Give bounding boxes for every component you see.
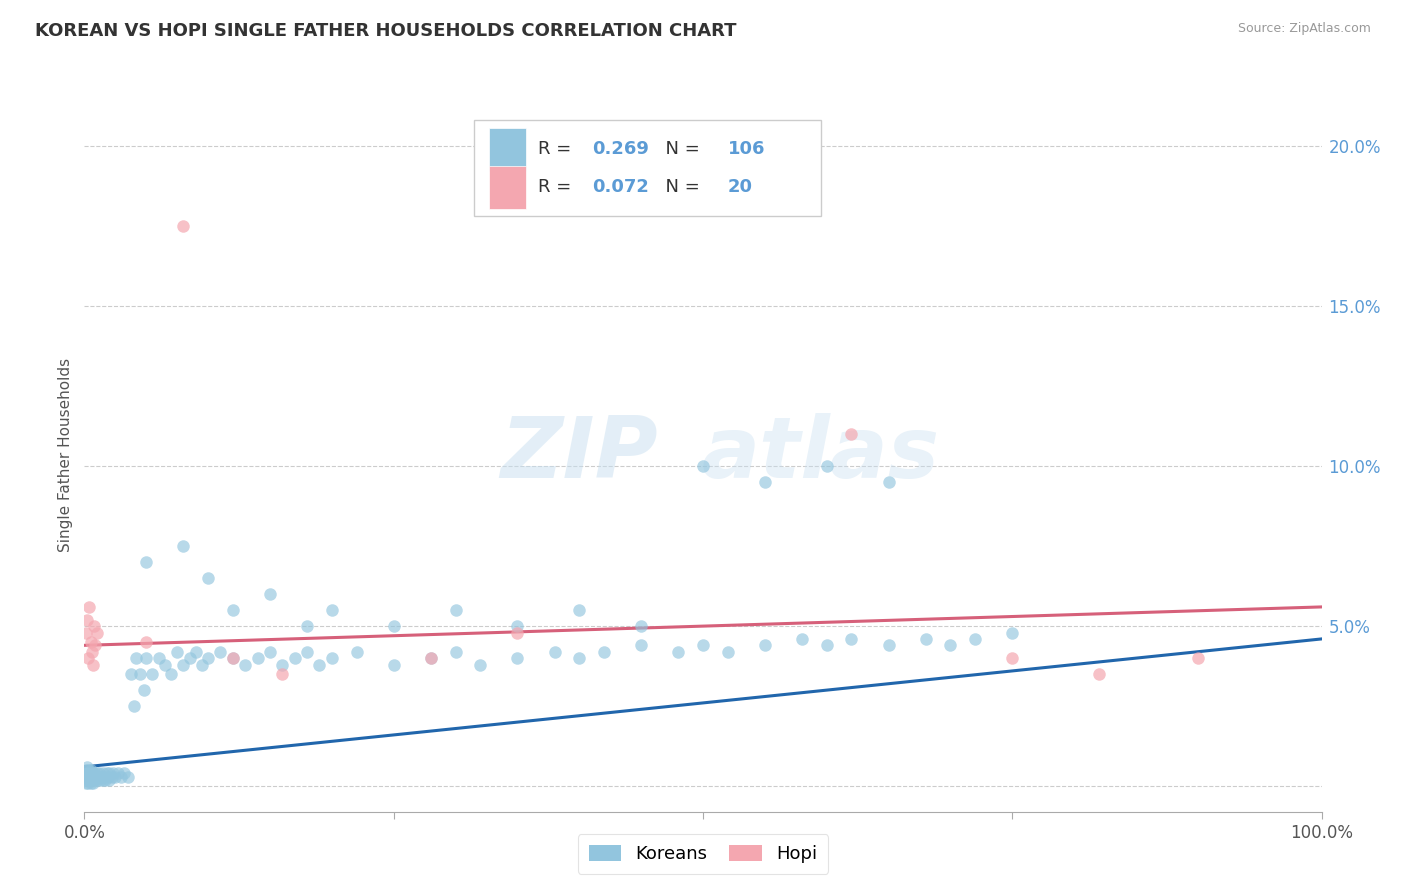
Text: N =: N = [654, 141, 704, 159]
Text: ZIP: ZIP [501, 413, 658, 497]
FancyBboxPatch shape [489, 128, 526, 171]
Text: 106: 106 [728, 141, 765, 159]
FancyBboxPatch shape [489, 166, 526, 209]
Y-axis label: Single Father Households: Single Father Households [58, 358, 73, 552]
Text: 0.269: 0.269 [592, 141, 648, 159]
Text: Source: ZipAtlas.com: Source: ZipAtlas.com [1237, 22, 1371, 36]
Text: KOREAN VS HOPI SINGLE FATHER HOUSEHOLDS CORRELATION CHART: KOREAN VS HOPI SINGLE FATHER HOUSEHOLDS … [35, 22, 737, 40]
FancyBboxPatch shape [474, 120, 821, 216]
Text: N =: N = [654, 178, 704, 196]
Text: R =: R = [538, 141, 578, 159]
Legend: Koreans, Hopi: Koreans, Hopi [578, 834, 828, 874]
Text: 0.072: 0.072 [592, 178, 648, 196]
Text: R =: R = [538, 178, 578, 196]
Text: 20: 20 [728, 178, 752, 196]
Text: atlas: atlas [702, 413, 939, 497]
